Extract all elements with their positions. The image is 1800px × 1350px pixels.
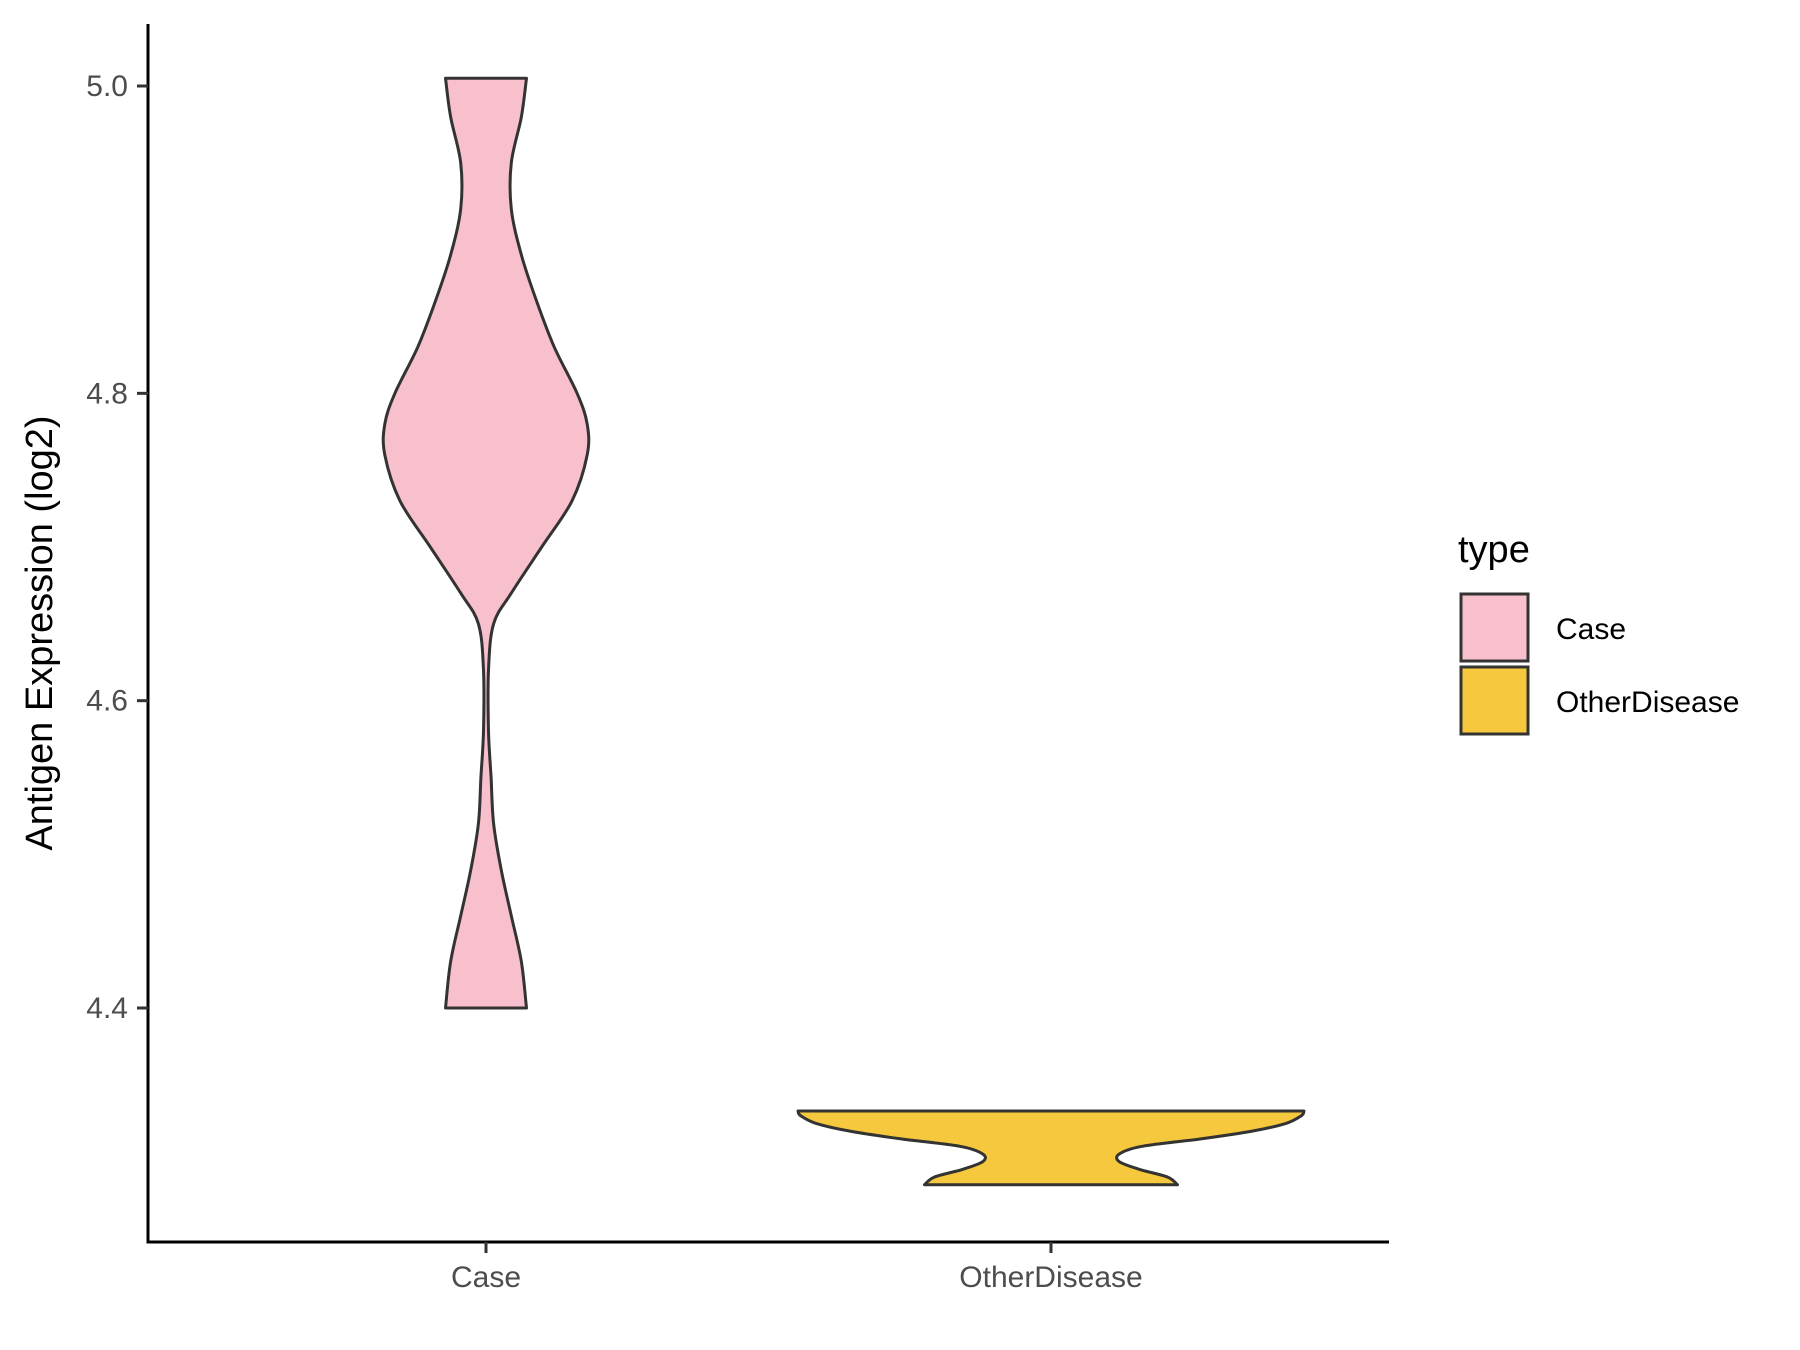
legend-label-otherdisease: OtherDisease <box>1556 686 1739 719</box>
y-ticks: 4.4 4.6 4.8 5.0 <box>86 70 148 1025</box>
x-ticks: Case OtherDisease <box>451 1242 1143 1294</box>
y-tick-label: 4.4 <box>86 992 128 1025</box>
y-tick-label: 4.8 <box>86 377 128 410</box>
legend-title: type <box>1458 529 1530 571</box>
y-axis-title: Antigen Expression (log2) <box>19 415 61 850</box>
axes <box>146 24 1389 1244</box>
violin-otherdisease <box>796 1109 1306 1187</box>
plot-area <box>381 76 1306 1187</box>
violin-case <box>381 76 591 1010</box>
legend-key-otherdisease <box>1459 665 1530 736</box>
y-tick-label: 4.6 <box>86 685 128 718</box>
x-tick-label: Case <box>451 1261 521 1294</box>
legend-label-case: Case <box>1556 613 1626 646</box>
legend: type Case OtherDisease <box>1458 529 1739 736</box>
legend-key-case <box>1459 592 1530 663</box>
x-tick-label: OtherDisease <box>959 1261 1142 1294</box>
y-tick-label: 5.0 <box>86 70 128 103</box>
